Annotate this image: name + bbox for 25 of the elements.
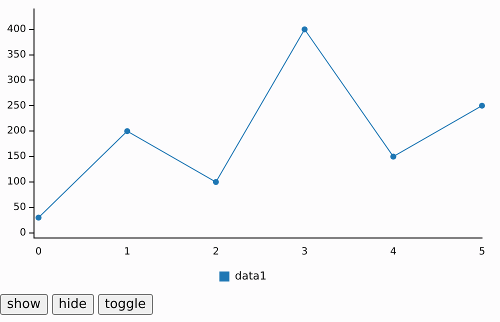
y-tick-label: 350 bbox=[6, 49, 26, 60]
point bbox=[390, 154, 396, 160]
x-tick-label: 3 bbox=[301, 246, 308, 258]
x-tick-label: 0 bbox=[35, 246, 42, 258]
x-tick-label: 1 bbox=[124, 246, 130, 258]
point bbox=[124, 128, 130, 134]
point bbox=[479, 102, 485, 109]
x-tick-label: 2 bbox=[212, 246, 220, 258]
y-tick-label: 300 bbox=[6, 74, 26, 86]
x-tick-label: 5 bbox=[478, 246, 486, 258]
text: toggle bbox=[98, 294, 153, 315]
x-tick-label: 4 bbox=[390, 246, 396, 258]
point bbox=[212, 179, 219, 186]
text: hide bbox=[52, 294, 94, 315]
y-tick-label: 250 bbox=[6, 100, 26, 112]
y-tick-label: 0 bbox=[20, 228, 26, 239]
y-tick-label: 100 bbox=[6, 176, 26, 188]
y-tick-label: 400 bbox=[6, 24, 26, 35]
y-tick-label: 150 bbox=[6, 151, 26, 162]
y-tick-label: 200 bbox=[6, 126, 26, 137]
y-tick-label: 50 bbox=[13, 202, 26, 214]
point bbox=[302, 26, 308, 32]
point bbox=[36, 214, 42, 221]
text: show bbox=[0, 294, 48, 315]
legend-label: data1 bbox=[234, 269, 267, 282]
